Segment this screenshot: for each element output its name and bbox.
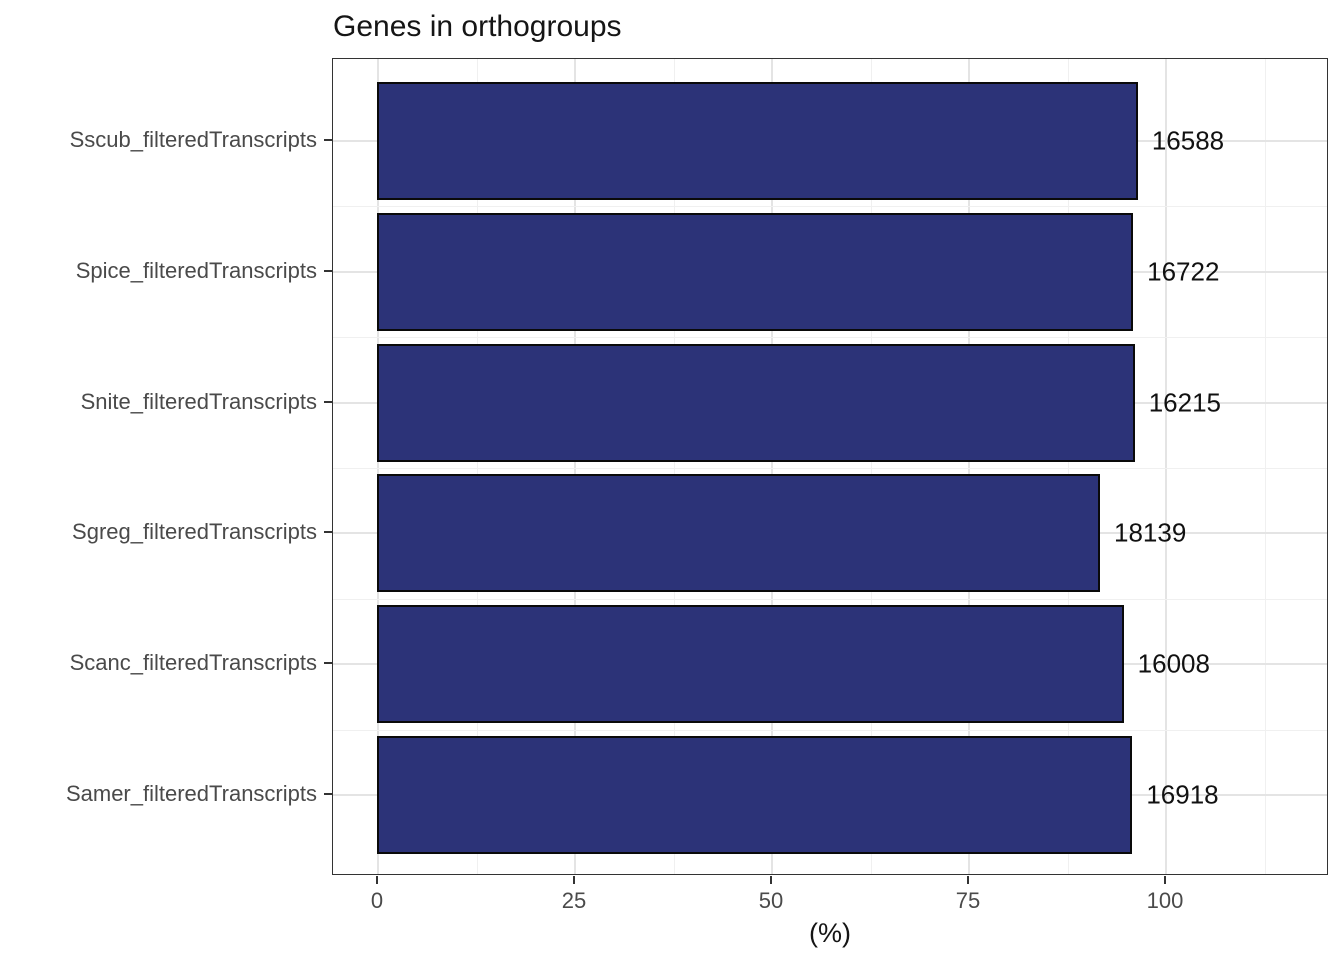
chart-title: Genes in orthogroups — [333, 10, 622, 43]
y-axis-label-Sscub_filteredTranscripts: Sscub_filteredTranscripts — [69, 127, 317, 152]
gridline-horizontal-minor — [333, 337, 1327, 339]
bar-Sscub_filteredTranscripts — [377, 82, 1138, 200]
y-axis-label-Samer_filteredTranscripts: Samer_filteredTranscripts — [65, 781, 317, 806]
y-axis-label-Sgreg_filteredTranscripts: Sgreg_filteredTranscripts — [72, 519, 317, 545]
y-axis-tick — [324, 793, 332, 795]
x-axis-tick-label: 50 — [758, 888, 784, 913]
y-axis-tick — [324, 531, 332, 534]
x-axis-tick — [1164, 876, 1166, 884]
plot-panel: 16588 16722 16215 18139 16008 16918 — [332, 58, 1328, 875]
bar-Snite_filteredTranscripts — [377, 343, 1135, 462]
x-axis-tick — [770, 876, 772, 884]
gridline-vertical-minor — [1264, 59, 1266, 874]
gridline-horizontal-minor — [333, 729, 1327, 731]
bar-Samer_filteredTranscripts — [377, 736, 1133, 854]
bar-value-label: 16215 — [1148, 387, 1221, 418]
x-axis-tick-label: 25 — [561, 888, 587, 913]
gridline-vertical-major — [1165, 59, 1167, 874]
x-axis-tick — [967, 876, 969, 884]
bar-value-label: 16918 — [1146, 779, 1219, 810]
y-axis-tick — [324, 269, 332, 272]
x-axis-tick-label: 100 — [1146, 888, 1184, 913]
y-axis-label-Snite_filteredTranscripts: Snite_filteredTranscripts — [80, 388, 317, 414]
gridline-vertical-major — [574, 59, 576, 874]
gridline-vertical-minor — [673, 59, 675, 874]
y-axis-tick — [324, 662, 332, 665]
gridline-vertical-minor — [1067, 59, 1069, 874]
y-axis-tick — [324, 400, 332, 403]
y-axis-tick — [324, 139, 332, 141]
gridline-horizontal-minor — [333, 206, 1327, 208]
gridline-horizontal-minor — [333, 468, 1327, 469]
y-axis-label-Spice_filteredTranscripts: Spice_filteredTranscripts — [75, 257, 317, 283]
x-axis-title: (%) — [809, 918, 851, 948]
bar-value-label: 18139 — [1114, 517, 1187, 548]
bar-value-label: 16008 — [1137, 648, 1210, 679]
x-axis-tick — [376, 876, 378, 884]
gridline-horizontal-minor — [333, 598, 1327, 600]
gridline-vertical-major — [968, 59, 970, 874]
x-axis-tick-label: 0 — [370, 888, 384, 913]
gridline-vertical-major — [771, 59, 773, 874]
y-axis-label-Scanc_filteredTranscripts: Scanc_filteredTranscripts — [69, 650, 317, 676]
bar-value-label: 16588 — [1151, 125, 1225, 156]
bar-Scanc_filteredTranscripts — [377, 605, 1124, 724]
gridline-vertical-minor — [870, 59, 872, 874]
x-axis-tick-label: 75 — [955, 888, 981, 913]
x-axis-tick — [573, 876, 575, 884]
bar-value-label: 16722 — [1147, 256, 1220, 287]
gridline-vertical-minor — [476, 59, 478, 874]
bar-Sgreg_filteredTranscripts — [377, 474, 1101, 593]
bar-Spice_filteredTranscripts — [377, 212, 1134, 331]
gridline-vertical-major — [377, 59, 379, 874]
